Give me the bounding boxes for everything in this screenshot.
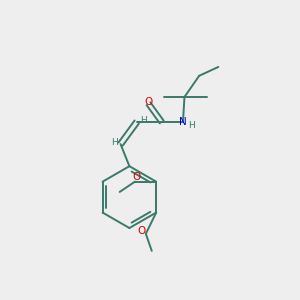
Text: O: O — [132, 172, 141, 182]
Text: O: O — [144, 97, 153, 107]
Text: H: H — [188, 121, 195, 130]
Text: H: H — [111, 138, 118, 147]
Text: H: H — [140, 116, 147, 125]
Text: N: N — [179, 117, 187, 127]
Text: O: O — [137, 226, 146, 236]
